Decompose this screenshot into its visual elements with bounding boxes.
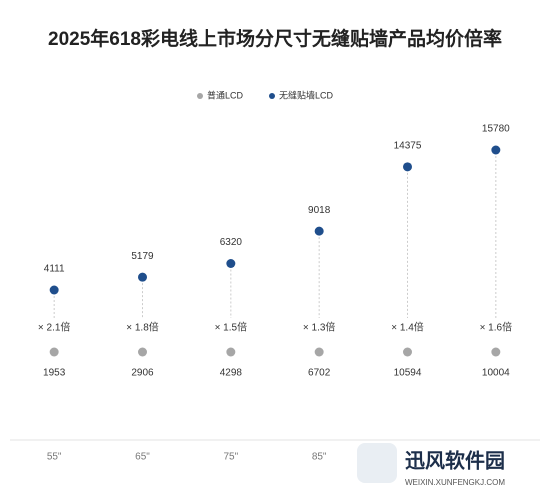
dot bbox=[403, 347, 412, 357]
legend-marker bbox=[197, 93, 203, 99]
x-tick-label: 65" bbox=[135, 452, 150, 463]
ratio-label: × 1.4倍 bbox=[391, 321, 424, 334]
legend-label: 无缝贴墙LCD bbox=[279, 89, 334, 100]
dot bbox=[226, 347, 236, 357]
value-label: 14375 bbox=[394, 140, 422, 151]
value-label: 10004 bbox=[482, 368, 510, 379]
dot bbox=[138, 272, 147, 282]
ratio-label: × 1.3倍 bbox=[303, 321, 336, 334]
dot bbox=[138, 347, 147, 357]
watermark-icon bbox=[357, 443, 397, 483]
value-label: 6320 bbox=[220, 237, 243, 248]
dot bbox=[226, 258, 236, 268]
dot bbox=[491, 347, 501, 357]
value-label: 2906 bbox=[131, 368, 154, 379]
value-label: 5179 bbox=[131, 251, 154, 262]
ratio-label: × 1.5倍 bbox=[215, 321, 248, 334]
dot bbox=[314, 226, 324, 236]
dot bbox=[49, 347, 59, 357]
watermark-url: WEIXIN.XUNFENGKJ.COM bbox=[405, 478, 505, 487]
value-label: 15780 bbox=[482, 124, 510, 135]
value-label: 6702 bbox=[308, 368, 331, 379]
value-label: 9018 bbox=[308, 205, 331, 216]
value-label: 4111 bbox=[44, 264, 65, 275]
dot bbox=[314, 347, 324, 357]
watermark-name: 迅风软件园 bbox=[405, 448, 505, 472]
dot bbox=[403, 162, 412, 172]
value-label: 10594 bbox=[394, 368, 422, 379]
ratio-label: × 1.6倍 bbox=[480, 321, 513, 334]
value-label: 1953 bbox=[43, 368, 66, 379]
dot bbox=[49, 285, 59, 295]
x-tick-label: 75" bbox=[223, 452, 238, 463]
dot bbox=[491, 145, 501, 155]
x-tick-label: 55" bbox=[47, 452, 62, 463]
chart-title: 2025年618彩电线上市场分尺寸无缝贴墙产品均价倍率 bbox=[48, 27, 502, 50]
legend-marker bbox=[269, 93, 275, 99]
legend-label: 普通LCD bbox=[207, 89, 244, 100]
ratio-label: × 2.1倍 bbox=[38, 321, 71, 334]
x-tick-label: 85" bbox=[312, 452, 327, 463]
watermark: 迅风软件园 WEIXIN.XUNFENGKJ.COM bbox=[357, 443, 505, 487]
ratio-label: × 1.8倍 bbox=[126, 321, 159, 334]
value-label: 4298 bbox=[220, 368, 243, 379]
